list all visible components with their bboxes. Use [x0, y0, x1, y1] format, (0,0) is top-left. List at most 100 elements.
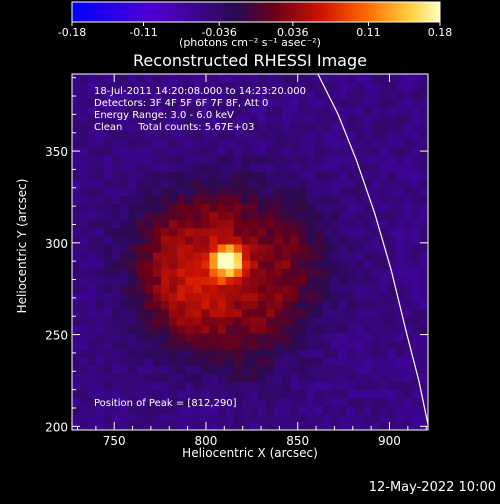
heatmap-cell — [298, 130, 308, 140]
heatmap-cell — [250, 130, 259, 140]
heatmap-cell — [80, 122, 89, 132]
heatmap-cell — [282, 292, 292, 302]
heatmap-cell — [209, 98, 219, 107]
heatmap-cell — [136, 195, 146, 205]
heatmap-cell — [411, 373, 421, 383]
heatmap-cell — [177, 381, 186, 391]
heatmap-cell — [112, 114, 122, 124]
heatmap-cell — [177, 413, 186, 423]
heatmap-cell — [379, 308, 389, 318]
heatmap-cell — [104, 195, 114, 205]
heatmap-cell — [177, 332, 186, 342]
heatmap-cell — [72, 365, 81, 374]
heatmap-cell — [225, 300, 235, 310]
heatmap-cell — [136, 235, 146, 245]
heatmap-cell — [120, 413, 130, 423]
heatmap-cell — [258, 219, 267, 229]
heatmap-cell — [250, 122, 259, 132]
heatmap-cell — [144, 421, 154, 430]
heatmap-cell — [80, 324, 89, 334]
heatmap-cell — [250, 292, 259, 302]
heatmap-cell — [322, 130, 332, 140]
heatmap-cell — [80, 138, 89, 148]
heatmap-cell — [363, 82, 372, 91]
heatmap-cell — [395, 74, 405, 83]
heatmap-cell — [387, 114, 397, 124]
heatmap-cell — [411, 90, 421, 99]
heatmap-cell — [371, 300, 381, 310]
heatmap-cell — [96, 276, 105, 285]
heatmap-cell — [169, 187, 178, 196]
heatmap-cell — [96, 268, 105, 277]
heatmap-cell — [217, 179, 227, 188]
heatmap-cell — [330, 114, 340, 124]
heatmap-cell — [185, 82, 194, 91]
heatmap-cell — [290, 227, 300, 237]
heatmap-cell — [193, 389, 203, 399]
heatmap-cell — [120, 268, 130, 277]
heatmap-cell — [250, 243, 259, 253]
heatmap-cell — [298, 332, 308, 342]
heatmap-cell — [282, 195, 292, 205]
heatmap-cell — [387, 122, 397, 132]
heatmap-cell — [266, 332, 275, 342]
heatmap-cell — [419, 413, 428, 423]
heatmap-cell — [112, 203, 122, 213]
heatmap-cell — [290, 349, 300, 358]
heatmap-cell — [330, 413, 340, 423]
heatmap-cell — [88, 365, 97, 374]
heatmap-cell — [128, 203, 138, 213]
heatmap-cell — [371, 219, 381, 229]
heatmap-cell — [419, 252, 428, 261]
heatmap-cell — [347, 106, 356, 116]
heatmap-cell — [177, 260, 186, 269]
heatmap-cell — [395, 106, 405, 116]
heatmap-cell — [144, 138, 154, 148]
heatmap-cell — [411, 146, 421, 156]
heatmap-cell — [379, 187, 389, 196]
heatmap-cell — [419, 187, 428, 196]
heatmap-cell — [363, 98, 372, 107]
heatmap-cell — [201, 138, 211, 148]
heatmap-cell — [225, 219, 235, 229]
heatmap-cell — [330, 163, 340, 172]
y-axis-tick-label: 250 — [45, 329, 68, 343]
heatmap-cell — [250, 316, 259, 326]
heatmap-cell — [250, 171, 259, 180]
heatmap-cell — [371, 106, 381, 116]
heatmap-cell — [363, 74, 372, 83]
heatmap-cell — [225, 114, 235, 124]
heatmap-cell — [193, 203, 203, 213]
heatmap-cell — [347, 211, 356, 221]
heatmap-cell — [403, 179, 413, 188]
heatmap-cell — [387, 146, 397, 156]
heatmap-cell — [298, 308, 308, 318]
heatmap-cell — [104, 171, 114, 180]
colorbar-tick-label: 0.11 — [356, 26, 381, 39]
heatmap-cell — [363, 235, 372, 245]
heatmap-cell — [201, 284, 211, 294]
heatmap-cell — [136, 316, 146, 326]
heatmap-cell — [290, 268, 300, 277]
heatmap-cell — [241, 195, 251, 205]
heatmap-cell — [250, 397, 259, 407]
heatmap-cell — [217, 219, 227, 229]
heatmap-cell — [104, 179, 114, 188]
heatmap-cell — [72, 114, 81, 124]
heatmap-cell — [387, 292, 397, 302]
heatmap-cell — [144, 203, 154, 213]
heatmap-cell — [185, 389, 194, 399]
heatmap-cell — [258, 373, 267, 383]
heatmap-cell — [144, 187, 154, 196]
heatmap-cell — [201, 324, 211, 334]
heatmap-cell — [387, 276, 397, 285]
heatmap-cell — [217, 373, 227, 383]
heatmap-cell — [225, 195, 235, 205]
heatmap-cell — [330, 130, 340, 140]
heatmap-cell — [274, 324, 283, 334]
heatmap-cell — [209, 106, 219, 116]
heatmap-cell — [379, 179, 389, 188]
heatmap-cell — [282, 373, 292, 383]
heatmap-cell — [330, 276, 340, 285]
heatmap-cell — [411, 260, 421, 269]
